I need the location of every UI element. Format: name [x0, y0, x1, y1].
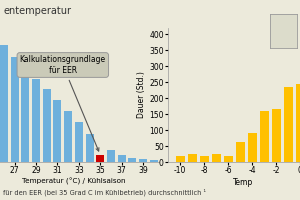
Bar [176, 156, 184, 162]
Bar [236, 142, 244, 162]
Bar [11, 57, 19, 162]
Bar [0, 45, 8, 162]
Bar [224, 156, 232, 162]
Bar [128, 158, 136, 162]
Y-axis label: Dauer (Std.): Dauer (Std.) [137, 72, 146, 118]
Bar [272, 109, 280, 162]
Text: für den EER (bei 35 Grad C im Kühlbetrieb) durchschnittlich ¹: für den EER (bei 35 Grad C im Kühlbetrie… [3, 188, 206, 196]
Bar [118, 155, 126, 162]
X-axis label: Temp: Temp [233, 178, 253, 187]
Bar [96, 155, 104, 162]
Bar [150, 160, 158, 162]
Bar [200, 156, 208, 162]
Bar [284, 87, 292, 162]
Bar [188, 154, 196, 162]
Bar [248, 133, 256, 162]
Bar [64, 111, 72, 162]
Bar [139, 159, 147, 162]
Bar [21, 68, 29, 162]
X-axis label: Temperatur (°C) / Kühlsaison: Temperatur (°C) / Kühlsaison [22, 178, 125, 185]
Bar [32, 79, 40, 162]
Bar [107, 150, 115, 162]
Text: entemperatur: entemperatur [3, 6, 71, 16]
Bar [53, 100, 62, 162]
Bar [212, 154, 220, 162]
Bar [43, 89, 51, 162]
Bar [85, 134, 94, 162]
Bar [296, 84, 300, 162]
Bar [260, 111, 268, 162]
Text: Kalkulationsgrundlage
für EER: Kalkulationsgrundlage für EER [20, 55, 106, 151]
Bar [75, 122, 83, 162]
